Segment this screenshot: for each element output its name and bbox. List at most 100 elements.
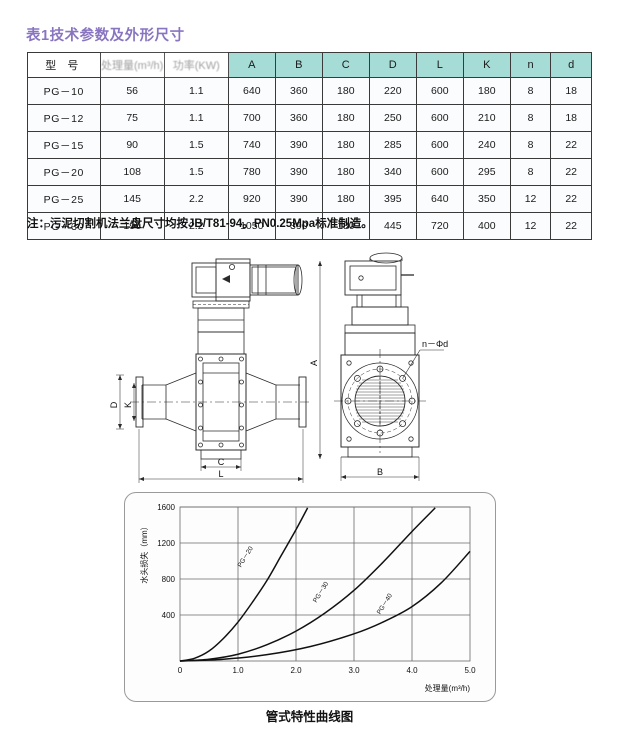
cell-d: 395 (368, 185, 417, 213)
table-row: PG－30 196 2.2 1050 390 180 445 720 400 1… (27, 212, 592, 240)
x-axis-label: 处理量(m³/h) (425, 683, 471, 693)
cell-flow: 90 (99, 131, 165, 159)
cell-k: 295 (462, 158, 511, 186)
cell-n: 12 (509, 212, 552, 240)
cell-dia: 22 (550, 131, 592, 159)
ytick-1600: 1600 (157, 503, 175, 512)
cell-b: 390 (274, 212, 323, 240)
xtick-4: 4.0 (406, 666, 418, 675)
spec-table-container: 型 号 处理量(m³/h) 功率(KW) A B C D L K n d PG－… (27, 52, 592, 240)
cell-a: 780 (227, 158, 276, 186)
cell-l: 600 (415, 158, 464, 186)
technical-drawings: D K C L A B n－Φd (0, 245, 619, 490)
curve-pg-30 (179, 507, 436, 662)
cell-a: 740 (227, 131, 276, 159)
cell-dia: 22 (550, 185, 592, 213)
cell-dia: 22 (550, 158, 592, 186)
cell-power: 1.5 (163, 131, 229, 159)
cell-k: 180 (462, 77, 511, 105)
col-header-l: L (415, 52, 464, 78)
col-header-b: B (274, 52, 323, 78)
cell-a: 920 (227, 185, 276, 213)
cell-n: 12 (509, 185, 552, 213)
cell-l: 720 (415, 212, 464, 240)
cell-l: 600 (415, 131, 464, 159)
cell-k: 210 (462, 104, 511, 132)
dim-label-k: K (123, 402, 133, 408)
dim-label-l: L (218, 469, 223, 479)
cell-model: PG－20 (27, 158, 101, 186)
cell-model: PG－25 (27, 185, 101, 213)
cell-l: 640 (415, 185, 464, 213)
cell-n: 8 (509, 77, 552, 105)
cell-b: 360 (274, 104, 323, 132)
dim-label-a: A (309, 360, 319, 366)
cell-b: 390 (274, 158, 323, 186)
cell-c: 180 (321, 131, 370, 159)
cell-l: 600 (415, 104, 464, 132)
ytick-1200: 1200 (157, 539, 175, 548)
table-row: PG－12 75 1.1 700 360 180 250 600 210 8 1… (27, 104, 592, 132)
cell-c: 180 (321, 212, 370, 240)
xtick-1: 1.0 (232, 666, 244, 675)
cell-k: 240 (462, 131, 511, 159)
chart-grid (179, 506, 471, 662)
cell-d: 220 (368, 77, 417, 105)
spec-table: 型 号 处理量(m³/h) 功率(KW) A B C D L K n d PG－… (27, 52, 592, 240)
cell-a: 1050 (227, 212, 276, 240)
col-header-flow: 处理量(m³/h) (99, 52, 165, 78)
callout-label-bolt-holes: n－Φd (422, 339, 448, 349)
page-title: 表1技术参数及外形尺寸 (26, 28, 185, 44)
cell-c: 180 (321, 185, 370, 213)
cell-d: 250 (368, 104, 417, 132)
cell-b: 360 (274, 77, 323, 105)
xtick-0: 0 (178, 666, 183, 675)
cell-c: 180 (321, 104, 370, 132)
cell-d: 285 (368, 131, 417, 159)
table-note: 注：污泥切割机法兰盘尺寸均按JB/T81-94。PN0.25Mpa标准制造。 (27, 218, 373, 230)
ytick-400: 400 (162, 611, 176, 620)
cell-flow: 75 (99, 104, 165, 132)
curve-label-pg-30: PG－30 (312, 580, 330, 604)
table-header-row: 型 号 处理量(m³/h) 功率(KW) A B C D L K n d (27, 52, 592, 78)
xtick-5: 5.0 (464, 666, 476, 675)
cell-k: 350 (462, 185, 511, 213)
col-header-a: A (227, 52, 276, 78)
curve-label-pg-20: PG－20 (237, 545, 255, 569)
curve-pg-40 (179, 550, 471, 662)
xtick-2: 2.0 (290, 666, 302, 675)
cell-a: 640 (227, 77, 276, 105)
cell-flow: 108 (99, 158, 165, 186)
cell-power: 2.2 (163, 212, 229, 240)
col-header-power: 功率(KW) (163, 52, 229, 78)
cell-model: PG－10 (27, 77, 101, 105)
cell-n: 8 (509, 158, 552, 186)
cell-d: 445 (368, 212, 417, 240)
col-header-k: K (462, 52, 511, 78)
performance-chart-svg: PG－20 PG－30 PG－40 1600 1200 800 400 0 1.… (139, 503, 476, 693)
col-header-n: n (509, 52, 552, 78)
cell-power: 1.5 (163, 158, 229, 186)
chart-caption: 管式特性曲线图 (265, 710, 354, 724)
y-axis-label: 水头损失（mm） (139, 522, 149, 583)
cell-c: 180 (321, 77, 370, 105)
chart-curves (179, 507, 471, 662)
cell-a: 700 (227, 104, 276, 132)
cell-power: 2.2 (163, 185, 229, 213)
cell-model: PG－15 (27, 131, 101, 159)
table-row: PG－15 90 1.5 740 390 180 285 600 240 8 2… (27, 131, 592, 159)
xtick-3: 3.0 (348, 666, 360, 675)
col-header-d: D (368, 52, 417, 78)
curve-label-pg-40: PG－40 (376, 592, 394, 616)
drawings-svg: D K C L A B n－Φd (109, 252, 448, 483)
cell-power: 1.1 (163, 104, 229, 132)
col-header-model: 型 号 (27, 52, 101, 78)
performance-chart-panel: PG－20 PG－30 PG－40 1600 1200 800 400 0 1.… (124, 492, 496, 702)
cell-b: 390 (274, 131, 323, 159)
cell-model: PG－12 (27, 104, 101, 132)
cell-power: 1.1 (163, 77, 229, 105)
cell-dia: 22 (550, 212, 592, 240)
col-header-c: C (321, 52, 370, 78)
ytick-800: 800 (162, 575, 176, 584)
spec-table-body: PG－10 56 1.1 640 360 180 220 600 180 8 1… (27, 77, 592, 240)
